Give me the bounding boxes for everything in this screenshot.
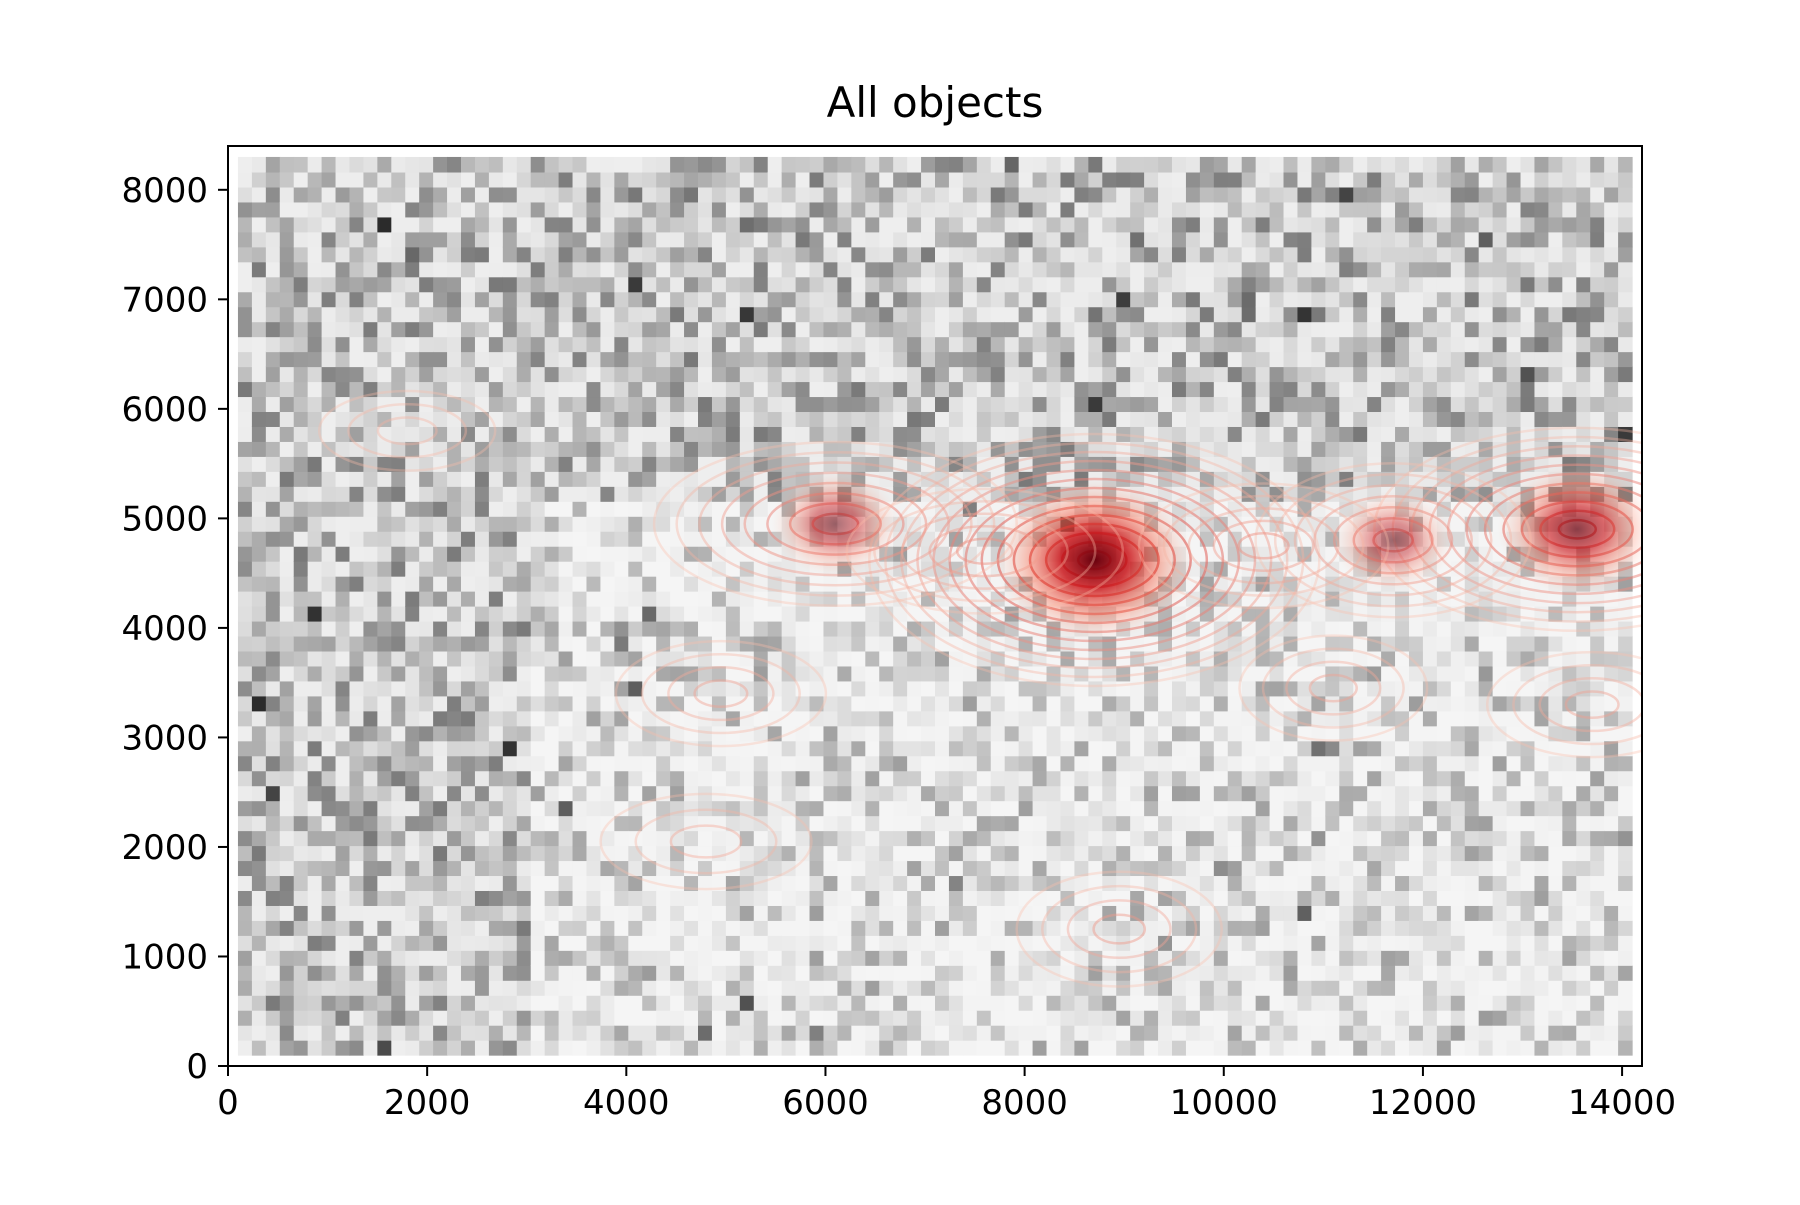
y-tick-label: 6000 [121,390,208,430]
y-tick-label: 4000 [121,609,208,649]
contour-core [1333,491,1454,590]
x-tick-label: 14000 [1568,1083,1676,1123]
x-axis: 0 2000 4000 6000 8000 10000 12000 14000 [217,1066,1676,1123]
x-tick-label: 0 [217,1083,239,1123]
y-tick-label: 0 [186,1047,208,1087]
x-tick-label: 10000 [1170,1083,1278,1123]
plot-area [238,157,1780,1056]
y-tick-label: 7000 [121,280,208,320]
x-tick-label: 4000 [583,1083,670,1123]
y-axis: 0 1000 2000 3000 4000 5000 6000 7000 8000 [121,171,228,1087]
contour-core [1498,464,1658,595]
x-tick-label: 2000 [384,1083,471,1123]
y-tick-label: 5000 [121,499,208,539]
x-tick-label: 6000 [782,1083,869,1123]
density-cells [238,157,1633,1056]
x-tick-label: 8000 [981,1083,1068,1123]
y-tick-label: 2000 [121,828,208,868]
contour-core [771,471,900,576]
y-tick-label: 1000 [121,937,208,977]
chart-title: All objects [827,78,1044,127]
y-tick-label: 8000 [121,171,208,211]
x-tick-label: 12000 [1369,1083,1477,1123]
y-tick-label: 3000 [121,718,208,758]
background-density-grid [238,157,1633,1056]
